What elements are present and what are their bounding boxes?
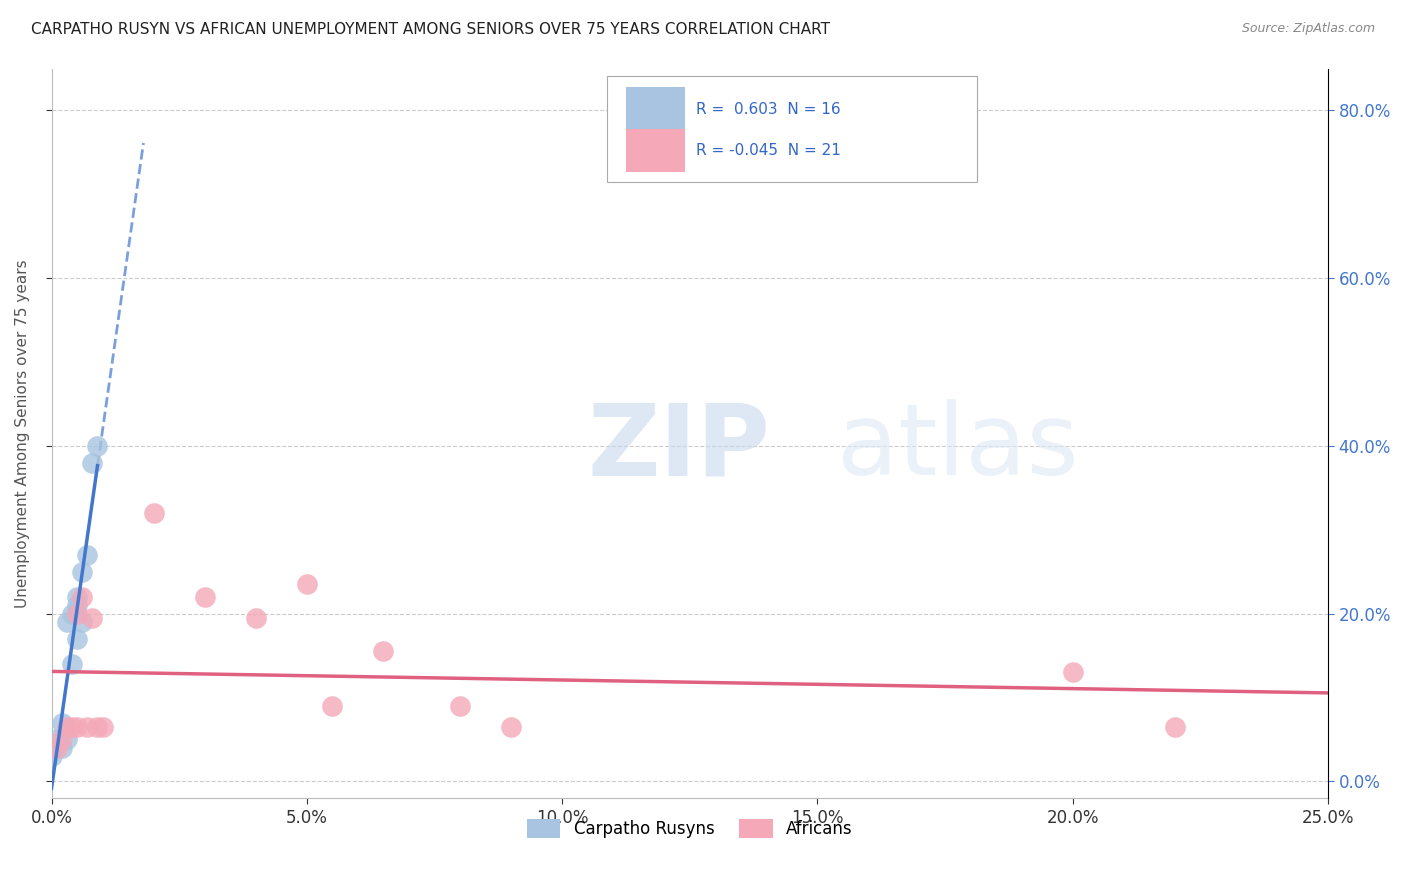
Legend: Carpatho Rusyns, Africans: Carpatho Rusyns, Africans <box>520 812 859 845</box>
Point <box>295 577 318 591</box>
Point <box>91 720 114 734</box>
Point <box>56 720 79 734</box>
Point <box>45 732 67 747</box>
FancyBboxPatch shape <box>607 76 977 182</box>
Point <box>70 615 93 629</box>
Point <box>1062 665 1084 680</box>
Point <box>70 565 93 579</box>
Y-axis label: Unemployment Among Seniors over 75 years: Unemployment Among Seniors over 75 years <box>15 259 30 607</box>
Point <box>70 590 93 604</box>
Point <box>51 732 73 747</box>
Point <box>82 456 104 470</box>
Point <box>321 698 343 713</box>
Point <box>60 720 83 734</box>
Point <box>194 590 217 604</box>
Point <box>449 698 471 713</box>
Point <box>373 644 395 658</box>
Text: ZIP: ZIP <box>588 400 770 497</box>
Point <box>56 615 79 629</box>
Text: R =  0.603  N = 16: R = 0.603 N = 16 <box>696 102 841 117</box>
Text: atlas: atlas <box>837 400 1078 497</box>
Point <box>245 611 267 625</box>
Point <box>56 732 79 747</box>
Text: Source: ZipAtlas.com: Source: ZipAtlas.com <box>1241 22 1375 36</box>
Point <box>66 599 89 613</box>
Text: R = -0.045  N = 21: R = -0.045 N = 21 <box>696 143 841 158</box>
FancyBboxPatch shape <box>626 87 685 130</box>
Point <box>45 740 67 755</box>
Point <box>86 720 108 734</box>
Text: CARPATHO RUSYN VS AFRICAN UNEMPLOYMENT AMONG SENIORS OVER 75 YEARS CORRELATION C: CARPATHO RUSYN VS AFRICAN UNEMPLOYMENT A… <box>31 22 830 37</box>
Point <box>66 632 89 646</box>
Point <box>76 548 98 562</box>
Point <box>51 740 73 755</box>
Point <box>41 749 63 764</box>
Point <box>1164 720 1187 734</box>
Point <box>51 715 73 730</box>
Point <box>86 439 108 453</box>
Point <box>76 720 98 734</box>
Point <box>66 590 89 604</box>
Point <box>66 607 89 621</box>
Point <box>501 720 523 734</box>
Point <box>66 720 89 734</box>
Point <box>60 657 83 671</box>
Point <box>82 611 104 625</box>
Point <box>60 607 83 621</box>
FancyBboxPatch shape <box>626 128 685 172</box>
Point <box>142 506 165 520</box>
